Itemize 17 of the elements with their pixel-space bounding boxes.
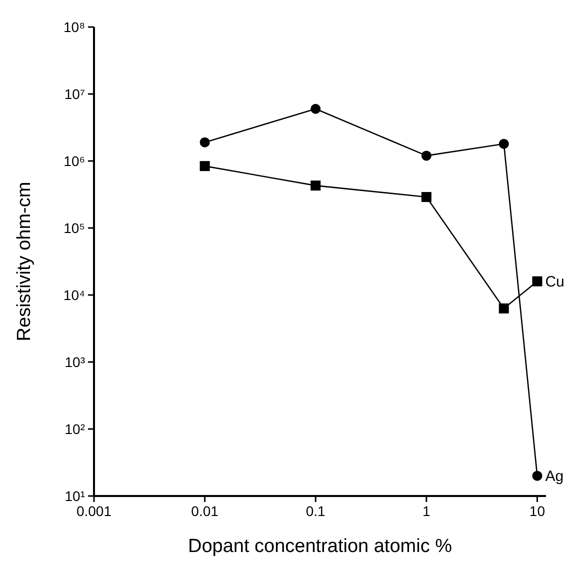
x-tick-label: 0.001 xyxy=(76,503,112,519)
x-tick-label: 10 xyxy=(529,503,546,519)
y-tick-label: 10² xyxy=(64,420,86,437)
y-tick-label: 10⁴ xyxy=(63,286,85,303)
y-tick-label: 10³ xyxy=(64,354,86,370)
y-tick-label: 10⁶ xyxy=(64,152,85,169)
x-axis-title: Dopant concentration atomic % xyxy=(188,536,452,557)
y-tick-label: 10⁸ xyxy=(64,18,86,35)
x-tick-label: 1 xyxy=(422,503,431,519)
series-label: Cu xyxy=(545,274,564,291)
y-tick-label: 10¹ xyxy=(64,488,86,504)
y-tick-label: 10⁵ xyxy=(64,220,85,236)
y-axis-title: Resistivity ohm-cm xyxy=(14,182,35,342)
series-label: Ag xyxy=(545,468,564,486)
y-tick-label: 10⁷ xyxy=(64,86,85,102)
x-tick-label: 0.1 xyxy=(306,503,326,519)
x-tick-label: 0.01 xyxy=(191,503,219,519)
